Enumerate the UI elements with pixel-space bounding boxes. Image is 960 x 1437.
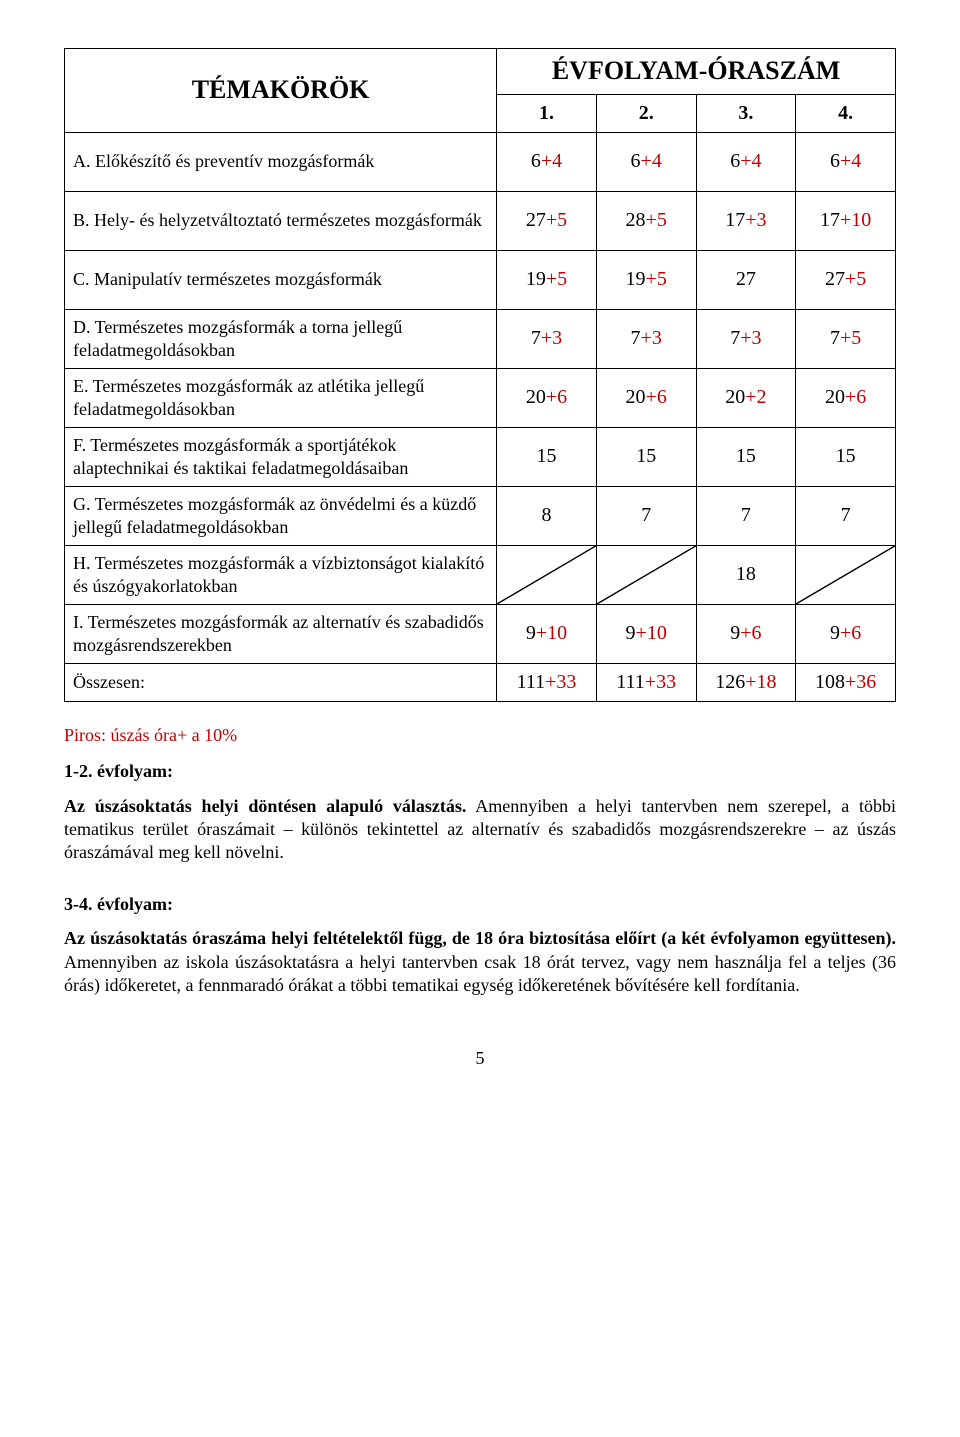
table-row: F. Természetes mozgásformák a sportjáték… <box>65 427 896 486</box>
value-cell: 7 <box>796 486 896 545</box>
value-cell: 15 <box>796 427 896 486</box>
value-cell: 27+5 <box>497 191 597 250</box>
value-cell: 18 <box>696 545 796 604</box>
table-row: H. Természetes mozgásformák a vízbiztons… <box>65 545 896 604</box>
value-cell: 9+10 <box>497 604 597 663</box>
value-cell: 20+2 <box>696 368 796 427</box>
total-c4: 108+36 <box>796 663 896 701</box>
value-cell: 7 <box>696 486 796 545</box>
row-label: G. Természetes mozgásformák az önvédelmi… <box>65 486 497 545</box>
section-34-body: Az úszásoktatás óraszáma helyi feltétele… <box>64 927 896 997</box>
curriculum-table: TÉMAKÖRÖK ÉVFOLYAM-ÓRASZÁM 1. 2. 3. 4. A… <box>64 48 896 702</box>
col-2-header: 2. <box>596 94 696 132</box>
value-cell: 27 <box>696 250 796 309</box>
value-cell: 15 <box>696 427 796 486</box>
total-c1: 111+33 <box>497 663 597 701</box>
value-cell <box>497 545 597 604</box>
row-label: E. Természetes mozgásformák az atlétika … <box>65 368 497 427</box>
col-1-header: 1. <box>497 94 597 132</box>
red-note: Piros: úszás óra+ a 10% <box>64 724 896 747</box>
table-row: C. Manipulatív természetes mozgásformák1… <box>65 250 896 309</box>
value-cell: 9+6 <box>796 604 896 663</box>
value-cell: 7+3 <box>696 309 796 368</box>
total-row: Összesen: 111+33 111+33 126+18 108+36 <box>65 663 896 701</box>
total-label: Összesen: <box>65 663 497 701</box>
row-label: A. Előkészítő és preventív mozgásformák <box>65 132 497 191</box>
table-row: A. Előkészítő és preventív mozgásformák6… <box>65 132 896 191</box>
row-label: B. Hely- és helyzetváltoztató természete… <box>65 191 497 250</box>
value-cell: 20+6 <box>596 368 696 427</box>
row-label: H. Természetes mozgásformák a vízbiztons… <box>65 545 497 604</box>
value-cell: 20+6 <box>497 368 597 427</box>
value-cell <box>596 545 696 604</box>
value-cell: 15 <box>596 427 696 486</box>
table-row: B. Hely- és helyzetváltoztató természete… <box>65 191 896 250</box>
table-row: G. Természetes mozgásformák az önvédelmi… <box>65 486 896 545</box>
section-12-body: Az úszásoktatás helyi döntésen alapuló v… <box>64 795 896 865</box>
value-cell: 19+5 <box>596 250 696 309</box>
table-row: I. Természetes mozgásformák az alternatí… <box>65 604 896 663</box>
col-4-header: 4. <box>796 94 896 132</box>
section-34-rest: Amennyiben az iskola úszásoktatásra a he… <box>64 952 896 995</box>
row-label: D. Természetes mozgásformák a torna jell… <box>65 309 497 368</box>
value-cell <box>796 545 896 604</box>
value-cell: 7+5 <box>796 309 896 368</box>
table-row: D. Természetes mozgásformák a torna jell… <box>65 309 896 368</box>
value-cell: 27+5 <box>796 250 896 309</box>
value-cell: 17+3 <box>696 191 796 250</box>
value-cell: 6+4 <box>796 132 896 191</box>
value-cell: 19+5 <box>497 250 597 309</box>
total-c2: 111+33 <box>596 663 696 701</box>
value-cell: 28+5 <box>596 191 696 250</box>
value-cell: 17+10 <box>796 191 896 250</box>
value-cell: 9+6 <box>696 604 796 663</box>
table-row: E. Természetes mozgásformák az atlétika … <box>65 368 896 427</box>
section-34-head: 3-4. évfolyam: <box>64 893 896 916</box>
value-cell: 6+4 <box>497 132 597 191</box>
col-3-header: 3. <box>696 94 796 132</box>
value-cell: 6+4 <box>596 132 696 191</box>
value-cell: 7+3 <box>497 309 597 368</box>
value-cell: 7+3 <box>596 309 696 368</box>
value-cell: 20+6 <box>796 368 896 427</box>
value-cell: 8 <box>497 486 597 545</box>
value-cell: 6+4 <box>696 132 796 191</box>
row-label: I. Természetes mozgásformák az alternatí… <box>65 604 497 663</box>
section-12-head: 1-2. évfolyam: <box>64 760 896 783</box>
evfolyam-header: ÉVFOLYAM-ÓRASZÁM <box>497 49 896 95</box>
header-row-1: TÉMAKÖRÖK ÉVFOLYAM-ÓRASZÁM <box>65 49 896 95</box>
page-number: 5 <box>64 1047 896 1070</box>
value-cell: 15 <box>497 427 597 486</box>
row-label: F. Természetes mozgásformák a sportjáték… <box>65 427 497 486</box>
section-12-bold: Az úszásoktatás helyi döntésen alapuló v… <box>64 796 466 816</box>
value-cell: 9+10 <box>596 604 696 663</box>
topics-header: TÉMAKÖRÖK <box>65 49 497 133</box>
value-cell: 7 <box>596 486 696 545</box>
section-34-bold: Az úszásoktatás óraszáma helyi feltétele… <box>64 928 896 948</box>
row-label: C. Manipulatív természetes mozgásformák <box>65 250 497 309</box>
total-c3: 126+18 <box>696 663 796 701</box>
